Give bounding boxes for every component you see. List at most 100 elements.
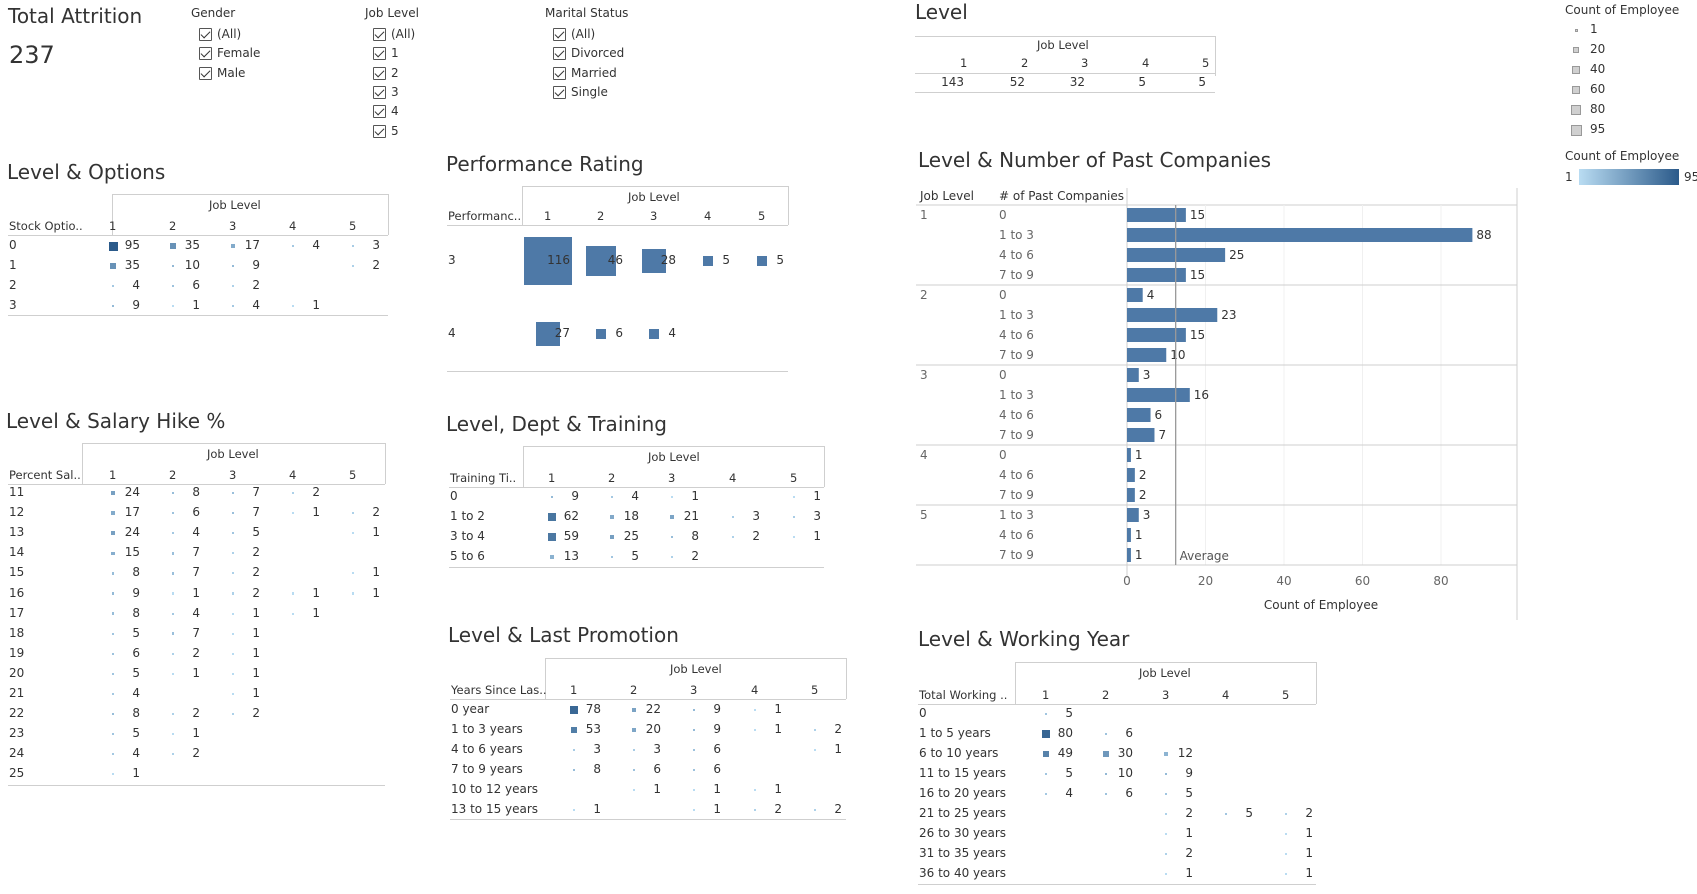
salary-mark — [111, 712, 115, 716]
filter-option-joblevel-4[interactable]: 4 — [391, 104, 399, 119]
working-row-label: 0 — [919, 706, 927, 720]
checkbox-marital-3[interactable] — [553, 85, 566, 99]
training-mark — [550, 555, 554, 559]
salary-value: 4 — [192, 525, 200, 540]
checkbox-gender-1[interactable] — [199, 47, 212, 61]
promotion-col-2: 2 — [630, 683, 638, 697]
checkbox-joblevel-3[interactable] — [373, 85, 386, 99]
promotion-value: 1 — [593, 802, 601, 816]
options-mark — [110, 263, 116, 269]
training-mark — [610, 515, 614, 519]
filter-option-joblevel-5[interactable]: 5 — [391, 123, 399, 138]
checkbox-marital-2[interactable] — [553, 66, 566, 80]
options-row-label: 0 — [9, 238, 17, 252]
level-value-4: 5 — [1138, 75, 1146, 89]
working-mark — [1104, 732, 1108, 736]
checkbox-gender-2[interactable] — [199, 66, 212, 80]
salary-mark — [351, 532, 355, 535]
legend-size-label-20: 20 — [1590, 42, 1606, 56]
chart-bar — [1127, 548, 1131, 562]
training-mark — [731, 535, 735, 539]
chart-x-tick: 60 — [1355, 574, 1370, 588]
filter-option-joblevel-0[interactable]: (All) — [391, 27, 416, 41]
filter-option-marital-0[interactable]: (All) — [571, 27, 596, 41]
working-value: 4 — [1065, 786, 1073, 800]
salary-value: 5 — [252, 525, 260, 540]
training-value: 3 — [752, 509, 760, 523]
checkbox-marital-1[interactable] — [553, 47, 566, 61]
salary-mark — [171, 491, 175, 495]
checkbox-joblevel-1[interactable] — [373, 47, 386, 61]
working-mark — [1284, 852, 1288, 856]
salary-mark — [171, 612, 175, 615]
promotion-title: Level & Last Promotion — [448, 623, 679, 647]
options-mark — [170, 243, 176, 249]
chart-bar — [1127, 268, 1186, 282]
filter-option-gender-2[interactable]: Male — [217, 65, 246, 80]
chart-bar — [1127, 348, 1167, 362]
training-value: 13 — [563, 549, 579, 563]
training-col-4: 4 — [729, 471, 737, 485]
legend-size-mark-1 — [1574, 28, 1578, 32]
salary-value: 1 — [252, 665, 260, 680]
promotion-mark — [632, 748, 636, 752]
filter-option-joblevel-3[interactable]: 3 — [391, 84, 399, 99]
options-value: 2 — [372, 258, 380, 272]
training-rowhdr-line — [523, 446, 524, 487]
promotion-value: 9 — [713, 702, 721, 716]
level-value-2: 52 — [1009, 75, 1025, 89]
working-top-line — [1015, 662, 1316, 663]
legend-size-label-60: 60 — [1590, 82, 1606, 96]
chart-level-label: 5 — [920, 508, 928, 522]
working-mark — [1042, 750, 1050, 758]
promotion-mark — [572, 748, 576, 752]
checkbox-joblevel-2[interactable] — [373, 66, 386, 80]
filter-option-gender-0[interactable]: (All) — [217, 27, 242, 41]
checkbox-gender-0[interactable] — [199, 28, 212, 41]
salary-mark — [111, 753, 115, 756]
training-value: 3 — [813, 509, 821, 523]
chart-bar-value: 1 — [1135, 528, 1143, 542]
working-title: Level & Working Year — [918, 627, 1130, 651]
promotion-value: 1 — [774, 702, 782, 716]
working-mark — [1104, 792, 1108, 796]
filter-option-gender-1[interactable]: Female — [217, 46, 261, 61]
promotion-mark — [572, 808, 576, 812]
options-mark — [171, 264, 175, 268]
promotion-col-4: 4 — [751, 683, 759, 697]
options-col-3: 3 — [229, 219, 237, 233]
checkbox-joblevel-0[interactable] — [373, 28, 386, 41]
chart-bar — [1127, 328, 1186, 342]
chart-bar-value: 1 — [1135, 448, 1143, 462]
salary-value: 4 — [192, 605, 200, 620]
working-value: 49 — [1057, 746, 1073, 760]
chart-bar — [1127, 468, 1135, 482]
checkbox-joblevel-4[interactable] — [373, 105, 386, 119]
promotion-value: 1 — [653, 782, 661, 796]
level-col-4: 4 — [1142, 56, 1150, 70]
filter-option-marital-1[interactable]: Divorced — [571, 46, 625, 61]
filter-option-marital-2[interactable]: Married — [571, 65, 617, 80]
filter-option-joblevel-2[interactable]: 2 — [391, 65, 399, 80]
checkbox-joblevel-5[interactable] — [373, 124, 386, 138]
level-value-1: 143 — [941, 75, 964, 89]
chart-average-label: Average — [1180, 549, 1229, 563]
chart-bar — [1127, 488, 1135, 502]
chart-bar — [1127, 408, 1151, 422]
chart-category-label: 4 to 6 — [999, 248, 1034, 262]
working-row-label: 36 to 40 years — [919, 866, 1007, 880]
filter-option-marital-3[interactable]: Single — [571, 84, 608, 99]
training-value: 4 — [631, 489, 639, 503]
options-value: 9 — [252, 258, 260, 272]
filter-option-joblevel-1[interactable]: 1 — [391, 46, 399, 61]
options-row-header: Stock Optio.. — [9, 219, 83, 233]
training-top-line — [523, 446, 824, 447]
salary-value: 7 — [192, 625, 200, 640]
checkbox-marital-0[interactable] — [553, 28, 566, 41]
promotion-value: 3 — [593, 742, 601, 756]
promotion-value: 2 — [834, 722, 842, 736]
salary-mark — [231, 652, 235, 655]
promotion-row-label: 1 to 3 years — [451, 722, 523, 736]
salary-value: 1 — [252, 686, 260, 700]
promotion-value: 1 — [713, 782, 721, 796]
